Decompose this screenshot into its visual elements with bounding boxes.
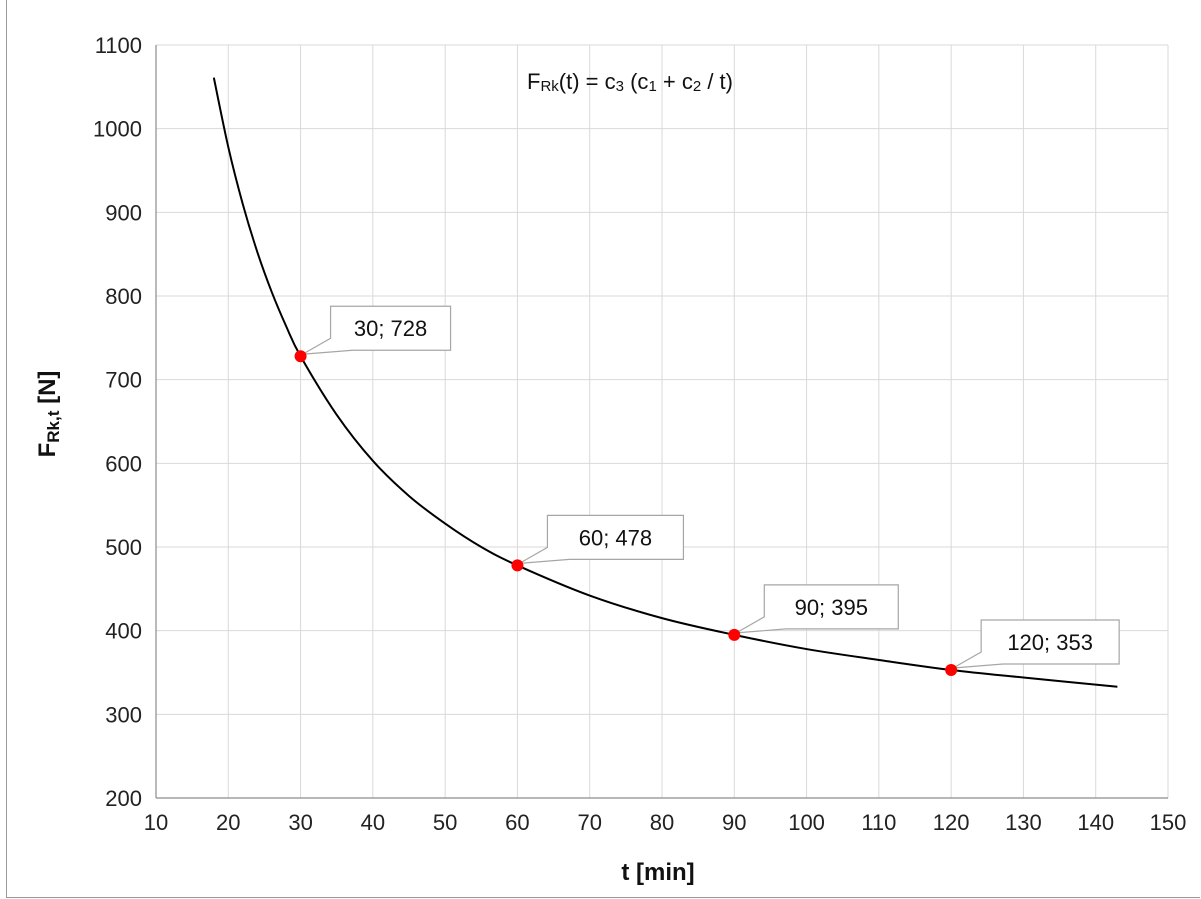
formula-mid: (c [624,69,648,94]
y-tick-label: 700 [105,368,142,393]
chart-frame [6,0,1200,898]
y-axis-title-main: F [34,443,61,458]
x-tick-labels: 10 20 30 40 50 60 70 80 90 100 110 120 130 140 150 [144,810,1187,835]
y-axis-title: FRk,t [N] [34,371,63,458]
y-tick-label: 1000 [93,117,142,142]
data-label-box [952,619,1120,669]
formula-sub-rk: Rk [540,78,559,95]
formula-plus: + c [657,69,693,94]
data-label-box [519,514,685,565]
formula-sub-c2: 2 [693,78,701,95]
x-tick-label: 60 [505,810,529,835]
x-tick-label: 10 [144,810,168,835]
formula-t1: (t) = c [559,69,616,94]
x-tick-label: 100 [788,810,825,835]
x-tick-label: 40 [361,810,385,835]
y-tick-label: 600 [105,451,142,476]
x-tick-label: 30 [288,810,312,835]
x-axis-title: t [min] [621,859,694,886]
x-tick-label: 120 [933,810,970,835]
axes [155,45,1168,799]
data-point [728,628,741,641]
formula-f: F [527,69,540,94]
y-axis-title-sub: Rk,t [44,410,63,442]
data-points [294,350,958,676]
data-callouts: 30; 728 60; 478 90; 395 120; 353 [302,305,1120,669]
x-tick-label: 70 [577,810,601,835]
y-tick-label: 400 [105,619,142,644]
x-tick-label: 90 [722,810,746,835]
x-tick-label: 50 [433,810,457,835]
formula-sub-c3: 3 [616,78,624,95]
series-curve [212,77,1118,688]
y-tick-label: 800 [105,284,142,309]
data-label: 30; 728 [354,316,427,341]
grid [155,44,1169,799]
data-label: 60; 478 [579,525,652,550]
x-tick-label: 20 [216,810,240,835]
y-tick-label: 200 [105,786,142,811]
x-tick-label: 140 [1077,810,1114,835]
data-point [945,663,958,676]
y-tick-label: 1100 [95,33,142,58]
x-tick-label: 110 [861,810,896,835]
formula-annotation: FRk(t) = c3 (c1 + c2 / t) [527,69,733,95]
formula-sub-c1: 1 [648,78,656,95]
x-tick-label: 130 [1005,810,1042,835]
formula-end: / t) [701,69,733,94]
data-point [294,350,307,363]
x-tick-label: 150 [1150,810,1187,835]
data-label-box [302,305,452,355]
data-label: 90; 395 [795,595,868,620]
x-tick-label: 80 [650,810,674,835]
y-axis-title-unit: [N] [34,371,61,411]
y-tick-label: 900 [105,200,142,225]
data-label-box [735,584,899,634]
y-tick-label: 300 [105,702,142,727]
data-point [511,559,524,572]
y-tick-label: 500 [105,535,142,560]
y-tick-labels: 200 300 400 500 600 700 800 900 1000 1100 [93,33,142,811]
data-label: 120; 353 [1007,630,1093,655]
